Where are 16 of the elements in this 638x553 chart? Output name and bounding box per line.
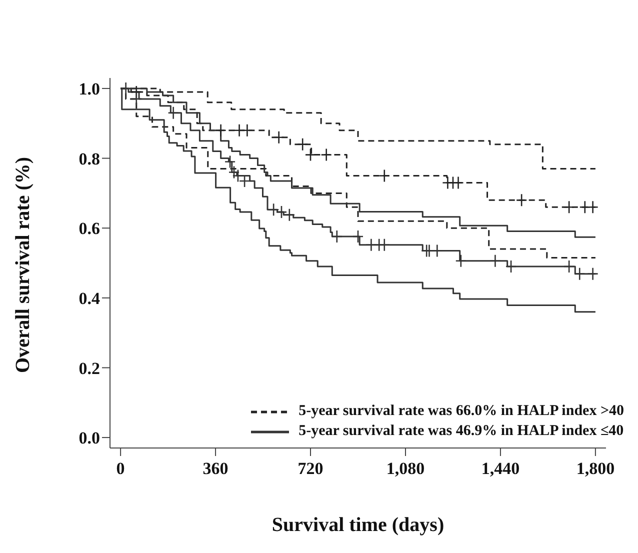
y-tick-label: 0.6 [78, 219, 100, 238]
legend-label: 5-year survival rate was 66.0% in HALP index >40 [298, 403, 624, 420]
x-axis-title: Survival time (days) [272, 514, 444, 536]
legend-label: 5-year survival rate was 46.9% in HALP index ≤40 [298, 423, 624, 440]
y-tick-label: 0.8 [78, 149, 100, 168]
y-axis-title: Overall survival rate (%) [12, 156, 34, 373]
x-tick-label: 1,440 [481, 459, 520, 478]
x-tick-label: 1,080 [386, 459, 425, 478]
x-tick-label: 1,800 [576, 459, 615, 478]
y-tick-label: 0.4 [78, 288, 100, 308]
y-tick-label: 1.0 [78, 80, 100, 99]
y-tick-label: 0.0 [78, 428, 100, 448]
x-tick-label: 720 [298, 459, 324, 478]
x-tick-label: 360 [202, 459, 228, 478]
x-tick-label: 0 [116, 459, 125, 478]
y-tick-label: 0.2 [78, 358, 100, 378]
